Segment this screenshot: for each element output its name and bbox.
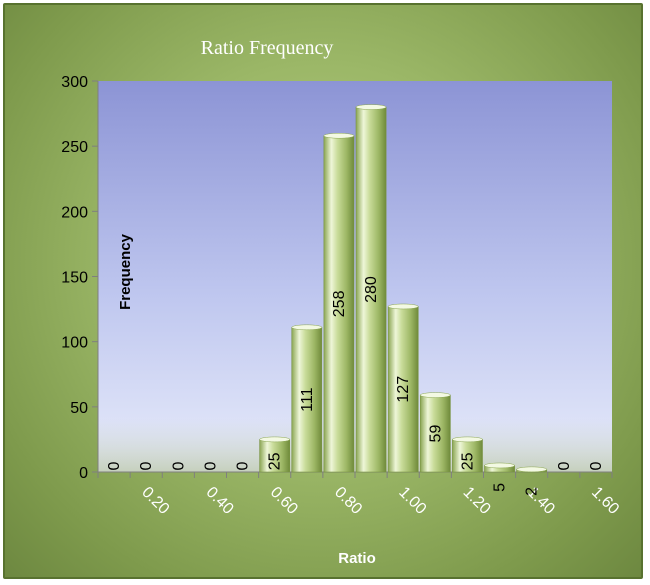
data-label: 0 xyxy=(170,461,187,470)
bar-cap xyxy=(323,132,355,139)
data-label: 127 xyxy=(395,376,412,403)
plot-floor xyxy=(98,418,612,472)
y-tick-label: 0 xyxy=(79,465,88,482)
x-tick-label: 1.00 xyxy=(395,484,429,518)
y-tick-label: 300 xyxy=(61,74,88,91)
data-label: 0 xyxy=(556,461,573,470)
data-label: 0 xyxy=(235,461,252,470)
bar-cap xyxy=(355,104,387,110)
bar-cap xyxy=(291,324,323,331)
bar-cap xyxy=(420,392,451,398)
x-tick-label: 1.60 xyxy=(588,484,622,518)
bar-cap xyxy=(259,436,290,443)
y-tick-label: 250 xyxy=(61,139,88,156)
data-label: 25 xyxy=(459,452,476,470)
y-tick-label: 200 xyxy=(61,204,88,221)
x-axis-title: Ratio xyxy=(338,550,376,567)
x-tick-label: 0.80 xyxy=(331,484,365,518)
bar xyxy=(355,106,387,473)
data-label: 111 xyxy=(299,387,316,411)
data-label: 0 xyxy=(588,461,605,470)
data-label: 280 xyxy=(363,276,380,303)
bar-cap xyxy=(387,303,419,310)
data-label: 25 xyxy=(267,452,284,470)
bar xyxy=(259,439,291,473)
x-axis: 0.20 0.40 0.60 0.80 1.00 1.20 1.40 1.60 xyxy=(97,471,622,518)
plot-area xyxy=(98,81,612,472)
bar-cap xyxy=(484,462,515,469)
x-tick-label: 1.20 xyxy=(460,484,494,518)
data-label: 59 xyxy=(427,425,444,443)
bar xyxy=(387,306,419,473)
bar xyxy=(291,327,323,473)
y-axis-title: Frequency xyxy=(117,233,134,310)
y-tick-label: 150 xyxy=(61,270,88,287)
data-label: 0 xyxy=(202,461,219,470)
y-tick-label: 100 xyxy=(61,335,88,352)
bars xyxy=(259,104,548,473)
bar-cap xyxy=(452,436,483,443)
x-tick-label: 0.40 xyxy=(203,484,237,518)
data-label: 2 xyxy=(524,487,541,496)
data-label: 0 xyxy=(106,461,123,470)
y-tick-label: 50 xyxy=(70,400,88,417)
x-tick-label: 0.20 xyxy=(138,484,172,518)
bar-cap xyxy=(516,466,547,473)
data-label: 258 xyxy=(331,290,348,317)
chart-title: Ratio Frequency xyxy=(201,37,334,59)
y-axis: 0 50 100 150 200 250 300 xyxy=(61,74,99,482)
bar xyxy=(323,135,355,473)
data-label: 0 xyxy=(138,461,155,470)
x-tick-label: 0.60 xyxy=(267,484,301,518)
data-label: 5 xyxy=(492,483,509,492)
data-labels: 0 0 0 0 0 25 111 258 280 127 59 25 5 2 0 0 xyxy=(106,276,605,496)
